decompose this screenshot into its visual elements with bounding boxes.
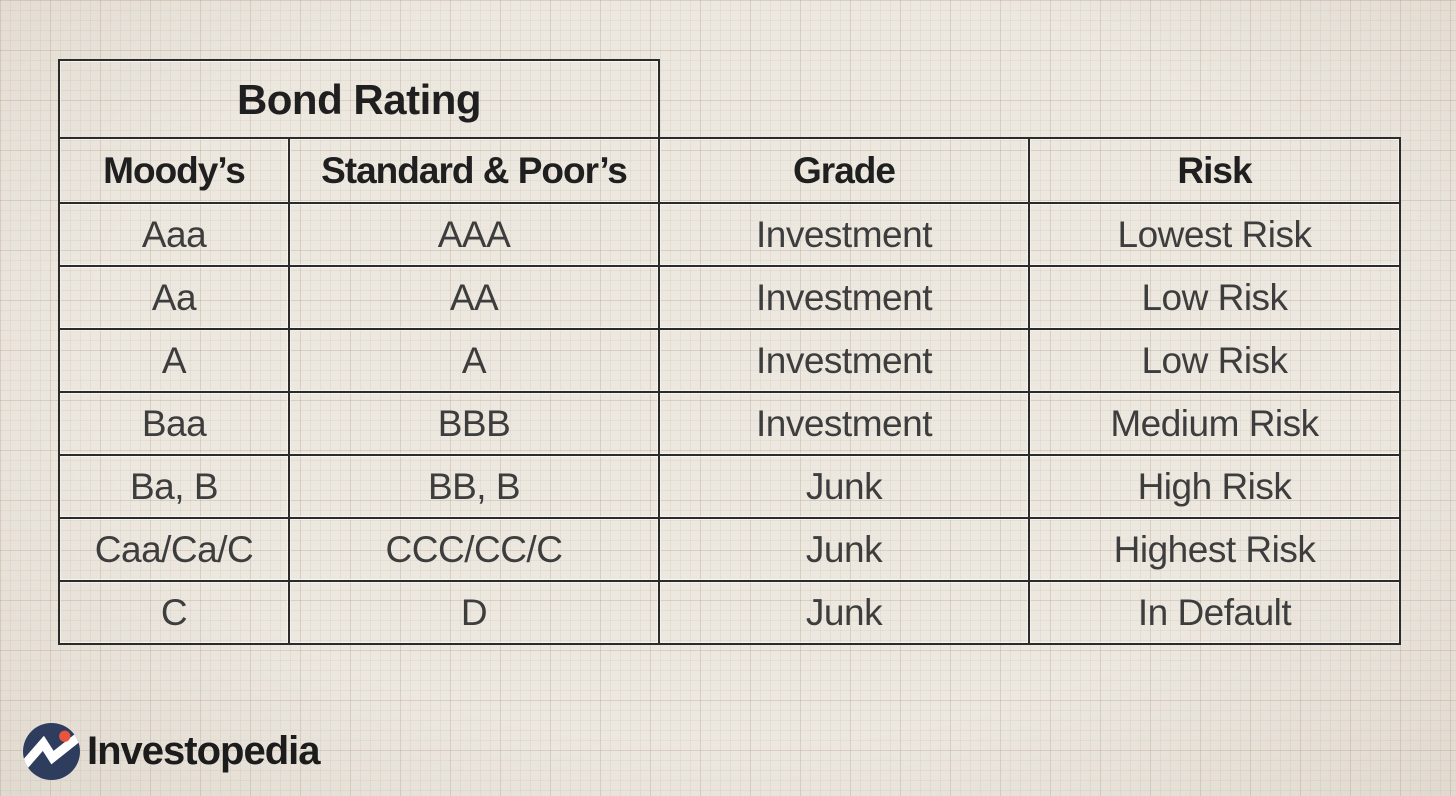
sp-cell: A	[288, 328, 660, 393]
grade-cell: Investment	[658, 202, 1030, 267]
sp-cell: CCC/CC/C	[288, 517, 660, 582]
table-row: A A Investment Low Risk	[58, 328, 1401, 393]
moodys-cell: Aa	[58, 265, 290, 330]
grade-cell: Investment	[658, 391, 1030, 456]
risk-cell: Low Risk	[1028, 265, 1401, 330]
table-row: Aa AA Investment Low Risk	[58, 265, 1401, 330]
grade-cell: Junk	[658, 454, 1030, 519]
moodys-cell: Baa	[58, 391, 290, 456]
risk-cell: In Default	[1028, 580, 1401, 645]
sp-cell: AAA	[288, 202, 660, 267]
moodys-cell: Aaa	[58, 202, 290, 267]
grade-cell: Junk	[658, 580, 1030, 645]
table-row: Baa BBB Investment Medium Risk	[58, 391, 1401, 456]
moodys-cell: C	[58, 580, 290, 645]
sp-cell: AA	[288, 265, 660, 330]
grade-cell: Investment	[658, 265, 1030, 330]
moodys-cell: Caa/Ca/C	[58, 517, 290, 582]
table-row: Caa/Ca/C CCC/CC/C Junk Highest Risk	[58, 517, 1401, 582]
risk-cell: Lowest Risk	[1028, 202, 1401, 267]
risk-cell: Highest Risk	[1028, 517, 1401, 582]
grade-cell: Junk	[658, 517, 1030, 582]
table-row: C D Junk In Default	[58, 580, 1401, 645]
bond-rating-table: Moody’s Standard & Poor’s Grade Risk Aaa…	[58, 137, 1401, 645]
col-header-risk: Risk	[1028, 137, 1401, 204]
col-header-standard-and-poors: Standard & Poor’s	[288, 137, 660, 204]
risk-cell: Low Risk	[1028, 328, 1401, 393]
sp-cell: D	[288, 580, 660, 645]
risk-cell: Medium Risk	[1028, 391, 1401, 456]
sp-cell: BB, B	[288, 454, 660, 519]
bond-rating-group-header: Bond Rating	[58, 59, 660, 139]
col-header-grade: Grade	[658, 137, 1030, 204]
bond-rating-title: Bond Rating	[236, 76, 482, 123]
table-row: Ba, B BB, B Junk High Risk	[58, 454, 1401, 519]
moodys-cell: A	[58, 328, 290, 393]
table-row: Aaa AAA Investment Lowest Risk	[58, 202, 1401, 267]
col-header-moodys: Moody’s	[58, 137, 290, 204]
grade-cell: Investment	[658, 328, 1030, 393]
investopedia-logo-icon	[23, 723, 80, 780]
brand-footer: Investopedia	[23, 723, 321, 780]
brand-name: Investopedia	[87, 729, 321, 773]
risk-cell: High Risk	[1028, 454, 1401, 519]
logo-dot	[59, 730, 71, 742]
table-header-row: Moody’s Standard & Poor’s Grade Risk	[58, 137, 1401, 204]
sp-cell: BBB	[288, 391, 660, 456]
moodys-cell: Ba, B	[58, 454, 290, 519]
